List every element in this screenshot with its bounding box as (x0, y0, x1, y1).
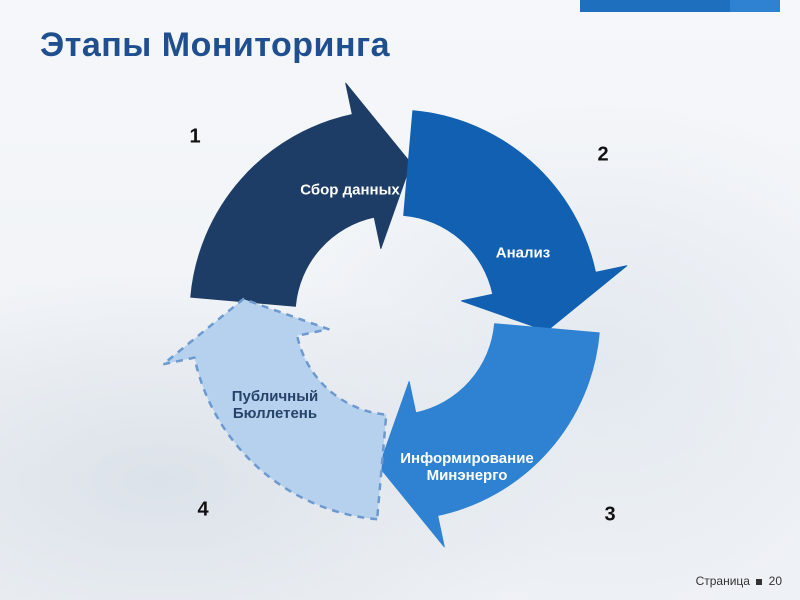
cycle-diagram: Сбор данных1Анализ2Информирование Минэне… (155, 75, 635, 555)
accent-bar-2 (730, 0, 780, 12)
cycle-svg (155, 75, 635, 555)
segment-number-1: 1 (189, 126, 200, 149)
segment-number-2: 2 (597, 144, 608, 167)
cycle-segment-3 (379, 324, 599, 547)
segment-number-4: 4 (197, 499, 208, 522)
segment-number-3: 3 (604, 504, 615, 527)
page-number-value: 20 (769, 574, 782, 588)
accent-bar-1 (580, 0, 730, 12)
page-title: Этапы Мониторинга (40, 26, 390, 65)
cycle-segment-4 (163, 299, 386, 519)
page-number: Страница 20 (696, 574, 782, 588)
cycle-segment-2 (404, 111, 627, 331)
cycle-segment-1 (191, 83, 411, 306)
page-bullet-icon (756, 579, 762, 585)
page-label-prefix: Страница (696, 574, 750, 588)
